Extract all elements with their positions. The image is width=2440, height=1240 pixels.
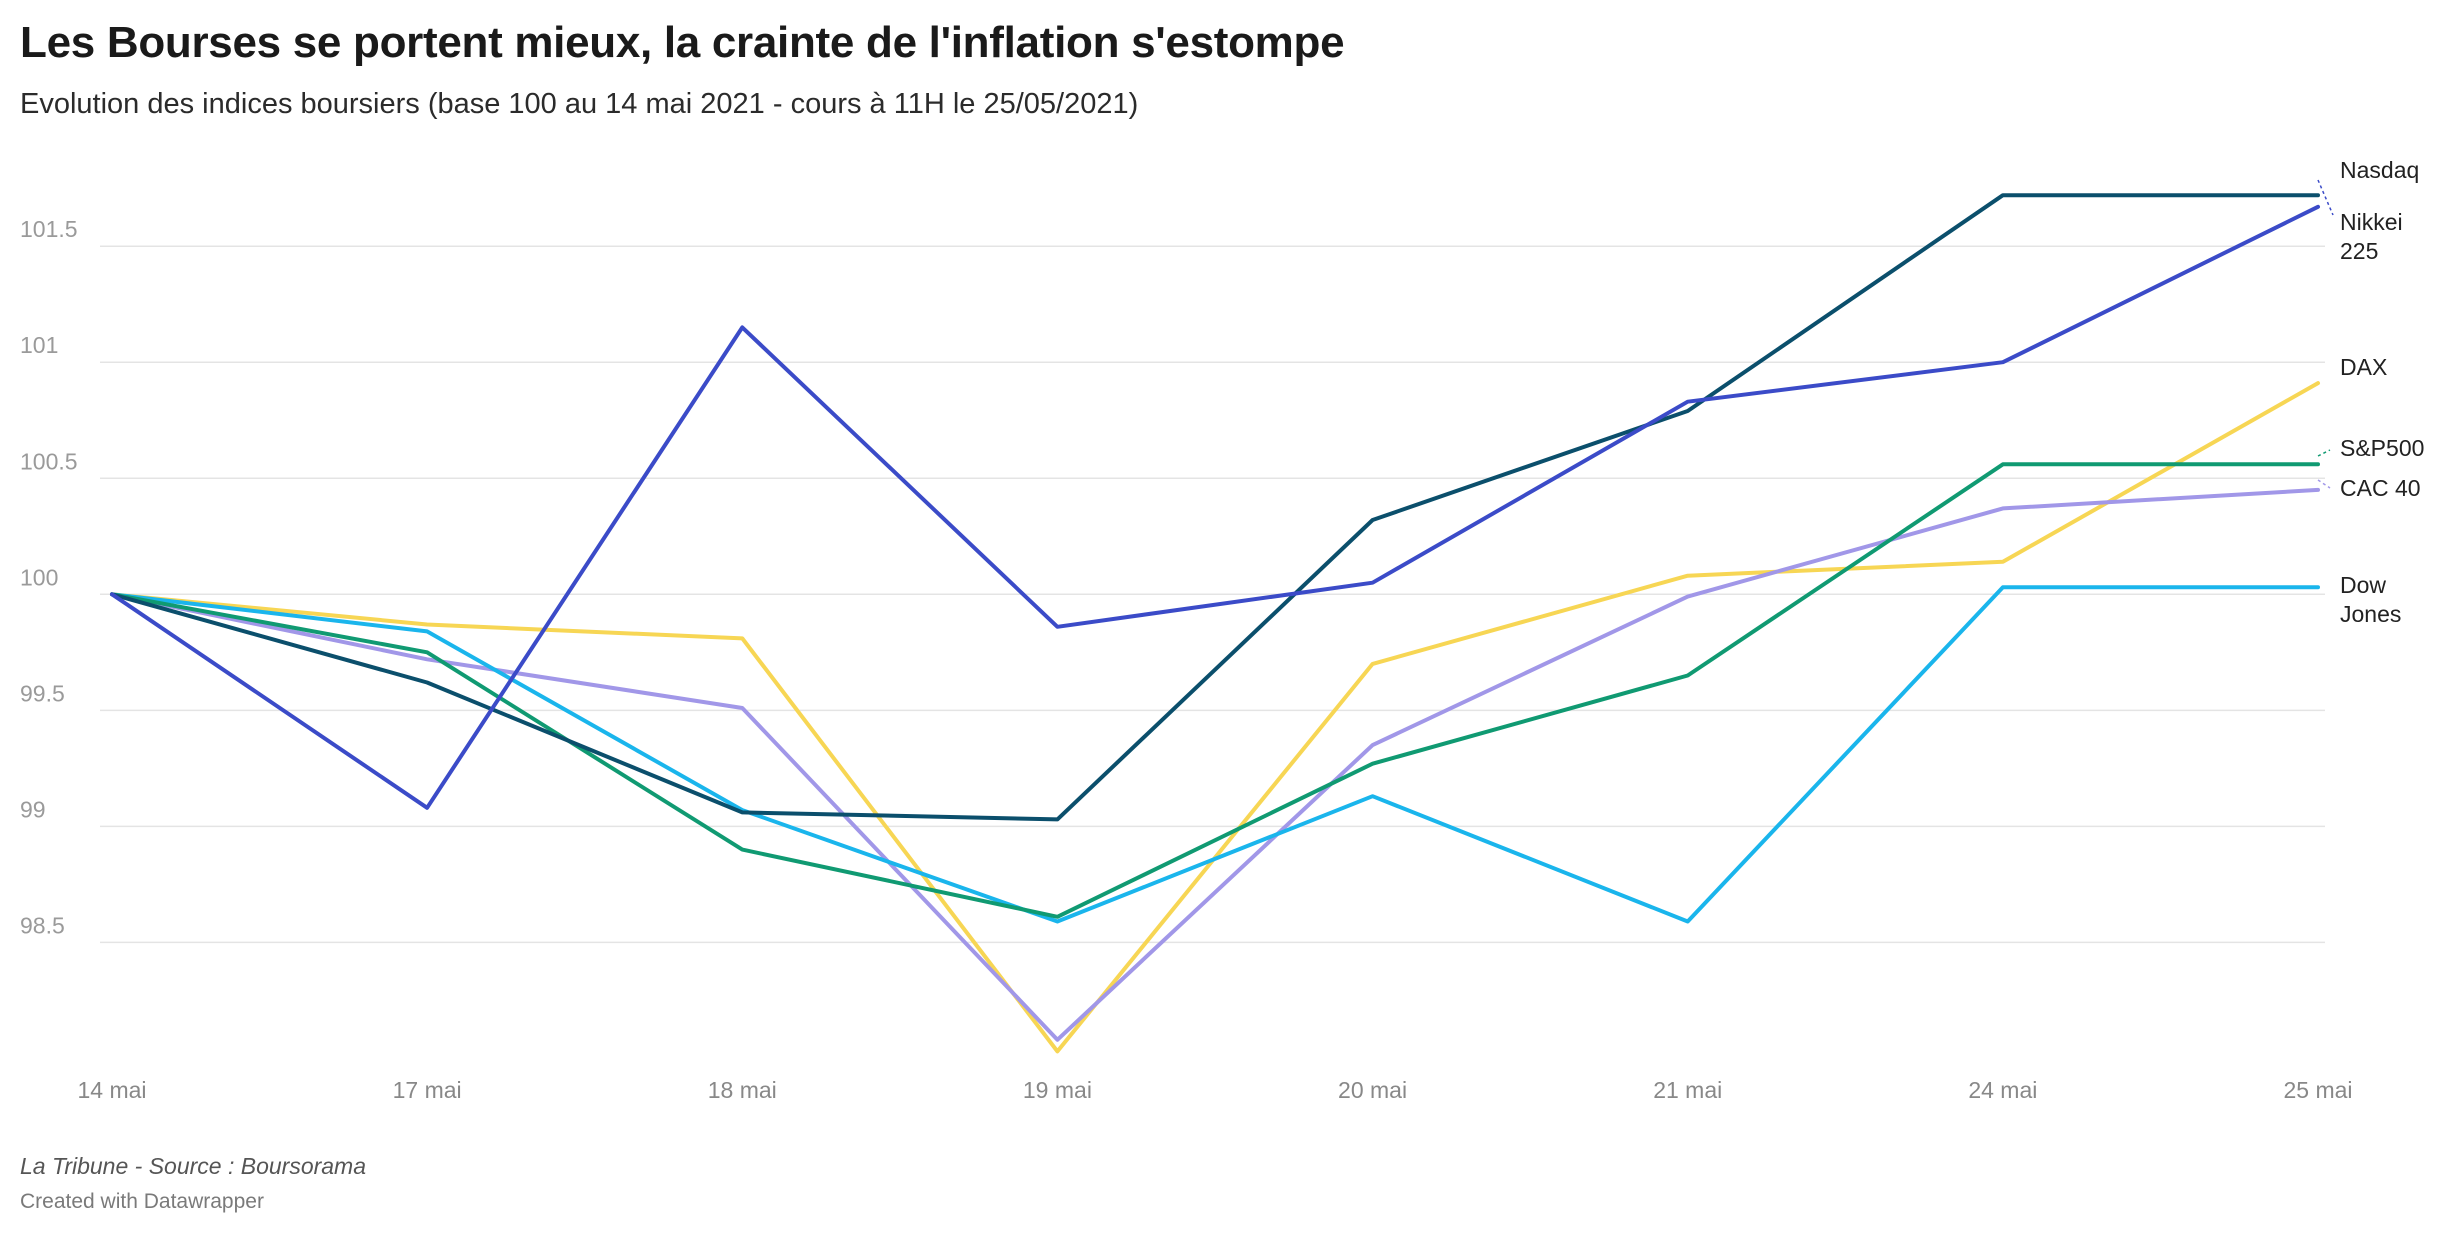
label-connector [2317,449,2331,457]
series-line-s-p500 [110,462,2320,919]
chart-subtitle: Evolution des indices boursiers (base 10… [20,88,1139,120]
x-tick-label: 17 mai [393,1077,462,1103]
series-lines [110,193,2320,1054]
series-label-cac-40: CAC 40 [2340,475,2421,501]
series-labels: Nasdaq Nikkei 225 DAX S&P500 CAC 40 Dow Jones [2317,157,2424,627]
series-line-dow-jones [110,585,2320,924]
x-tick-label: 21 mai [1653,1077,1722,1103]
y-tick-label: 98.5 [20,912,65,938]
y-tick-label: 100 [20,564,58,590]
y-tick-label: 101 [20,332,58,358]
y-tick-label: 99.5 [20,680,65,706]
series-label-s-p500: S&P500 [2340,435,2424,461]
y-tick-label: 99 [20,796,46,822]
series-label-line: 225 [2340,238,2378,264]
chart-title: Les Bourses se portent mieux, la crainte… [20,18,1345,67]
x-tick-label: 18 mai [708,1077,777,1103]
label-connector [2317,479,2331,489]
x-tick-label: 19 mai [1023,1077,1092,1103]
series-label-nikkei-225: Nikkei 225 [2340,209,2403,264]
y-tick-label: 100.5 [20,448,78,474]
series-label-line: DAX [2340,354,2387,380]
series-label-line: Dow [2340,572,2386,598]
series-line-nasdaq [110,193,2320,822]
made-with-credit: Created with Datawrapper [20,1190,264,1213]
series-label-dax: DAX [2340,354,2387,380]
label-connector [2317,179,2334,216]
x-tick-label: 20 mai [1338,1077,1407,1103]
series-label-dow-jones: Dow Jones [2340,572,2401,627]
y-axis: 98.5 99 99.5 100 100.5 101 101.5 [20,216,78,938]
series-label-nasdaq: Nasdaq [2340,157,2419,183]
x-tick-label: 25 mai [2283,1077,2352,1103]
series-label-line: Nikkei [2340,209,2403,235]
series-label-line: Jones [2340,601,2401,627]
x-tick-label: 14 mai [77,1077,146,1103]
x-tick-label: 24 mai [1968,1077,2037,1103]
series-line-dax [110,381,2320,1054]
series-label-line: CAC 40 [2340,475,2421,501]
grid-lines [100,245,2325,944]
series-label-line: Nasdaq [2340,157,2419,183]
x-axis: 14 mai 17 mai 18 mai 19 mai 20 mai 21 mai 24 m… [77,1077,2352,1103]
series-line-nikkei-225 [110,204,2320,810]
series-label-line: S&P500 [2340,435,2424,461]
y-tick-label: 101.5 [20,216,78,242]
series-line-cac-40 [110,487,2320,1042]
source-credit: La Tribune - Source : Boursorama [20,1153,367,1179]
